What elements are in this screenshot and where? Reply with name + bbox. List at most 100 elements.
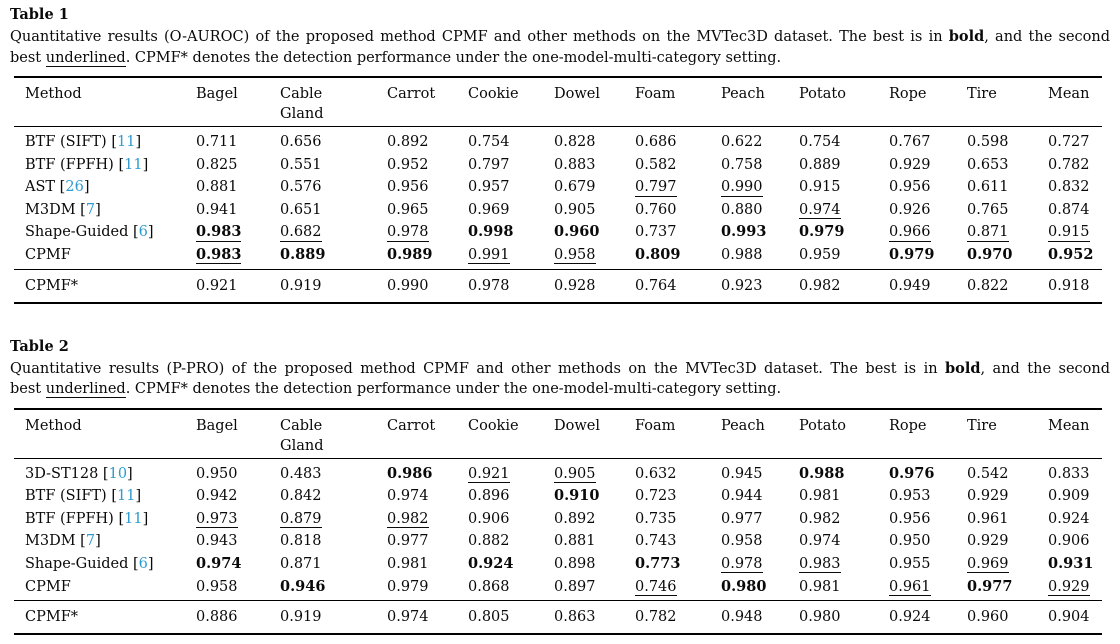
value-cell: 0.746 [635,576,721,601]
value-cell: 0.906 [1048,530,1102,553]
citation-link[interactable]: 6 [138,555,148,572]
value-cell: 0.983 [799,553,889,576]
citation-link[interactable]: 26 [65,179,84,196]
cell-value: 0.978 [721,555,763,574]
cell-value: 0.988 [799,464,845,482]
table-1-label: Table 1 [10,6,69,23]
cell-value: 0.977 [721,510,763,527]
value-cell: 0.883 [554,154,635,177]
value-cell: 0.904 [1048,600,1102,636]
cell-value: 0.886 [196,609,238,626]
cell-value: 0.767 [889,134,931,150]
cell-value: 0.743 [635,533,677,550]
column-header: Rope [889,77,967,127]
cell-value: 0.978 [468,277,510,294]
value-cell: 0.915 [799,176,889,199]
value-cell: 0.598 [967,127,1048,154]
value-cell: 0.892 [387,127,468,154]
table-row: BTF (SIFT) [11] 0.711 0.656 0.892 0.754 0.828… [14,127,1102,154]
value-cell: 0.979 [889,244,967,269]
table-row: AST [26] 0.881 0.576 0.956 0.957 0.679 0.797 0.… [14,176,1102,199]
value-cell: 0.760 [635,199,721,222]
value-cell: 0.686 [635,127,721,154]
cell-value: 0.980 [799,609,841,626]
cell-value: 0.892 [387,134,429,150]
value-cell: 0.958 [554,244,635,269]
column-header: Tire [967,77,1048,127]
caption-text: Quantitative results (O-AUROC) of the pr… [10,29,949,45]
method-cell: BTF (SIFT) [11] [25,488,142,505]
method-cell: M3DM [7] [25,201,101,218]
value-cell: 0.979 [799,221,889,244]
column-header: Tire [967,408,1048,459]
value-cell: 0.958 [721,530,799,553]
cell-value: 0.651 [280,201,322,218]
column-header: Foam [635,408,721,459]
value-cell: 0.969 [967,553,1048,576]
cell-value: 0.991 [468,246,510,265]
value-cell: 0.773 [635,553,721,576]
value-cell: 0.950 [196,458,280,485]
method-cell: CPMF* [14,268,196,304]
table-1-section: Table 1 Quantitative results (O-AUROC) o… [10,6,1110,304]
table-2-section: Table 2 Quantitative results (P-PRO) of … [10,338,1110,636]
cell-value: 0.871 [967,224,1009,242]
citation-link[interactable]: 11 [117,488,136,505]
value-cell: 0.882 [468,530,554,553]
value-cell: 0.978 [468,268,554,304]
citation-link[interactable]: 6 [138,224,148,241]
method-cell: CPMF* [14,600,196,636]
citation-link[interactable]: 11 [124,510,143,527]
value-cell: 0.960 [967,600,1048,636]
value-cell: 0.797 [635,176,721,199]
value-cell: 0.946 [280,576,387,601]
citation-link[interactable]: 7 [85,533,96,550]
cell-value: 0.758 [721,156,763,173]
value-cell: 0.822 [967,268,1048,304]
value-cell: 0.868 [468,576,554,601]
value-cell: 0.977 [721,508,799,531]
value-cell: 0.948 [721,600,799,636]
cell-value: 0.622 [721,134,763,150]
value-cell: 0.993 [721,221,799,244]
caption-text: Quantitative results (P-PRO) of the prop… [10,360,946,377]
column-header: Cookie [468,408,554,459]
value-cell: 0.957 [468,176,554,199]
value-cell: 0.929 [889,154,967,177]
value-cell: 0.758 [721,154,799,177]
cell-value: 0.993 [721,223,767,241]
value-cell: 0.956 [889,508,967,531]
value-cell: 0.944 [721,485,799,508]
cell-value: 0.929 [967,488,1009,505]
value-cell: 0.880 [721,199,799,222]
citation-link[interactable]: 11 [124,156,143,173]
cell-value: 0.924 [889,609,931,626]
cell-value: 0.946 [280,577,326,595]
caption-line-2: best underlined. CPMF* denotes the detec… [10,48,1110,69]
cell-value: 0.919 [280,277,322,294]
caption-text: , and the second [980,360,1110,377]
cell-value: 0.915 [1048,224,1090,242]
value-cell: 0.981 [799,576,889,601]
value-cell: 0.871 [967,221,1048,244]
cell-value: 0.986 [387,464,433,482]
column-header: Rope [889,408,967,459]
citation-link[interactable]: 10 [108,465,128,482]
value-cell: 0.988 [721,244,799,269]
cell-value: 0.974 [196,554,242,572]
cell-value: 0.944 [721,488,763,505]
column-header: Bagel [196,77,280,127]
citation-link[interactable]: 11 [117,134,136,150]
cell-value: 0.980 [721,577,767,595]
cell-value: 0.832 [1048,179,1090,196]
value-cell: 0.892 [554,508,635,531]
cell-value: 0.955 [889,555,931,572]
cell-value: 0.735 [635,510,677,527]
citation-link[interactable]: 7 [85,201,96,218]
cell-value: 0.632 [635,465,677,482]
value-cell: 0.978 [721,553,799,576]
cell-value: 0.765 [967,201,1009,218]
value-cell: 0.898 [554,553,635,576]
cell-value: 0.881 [196,179,238,196]
